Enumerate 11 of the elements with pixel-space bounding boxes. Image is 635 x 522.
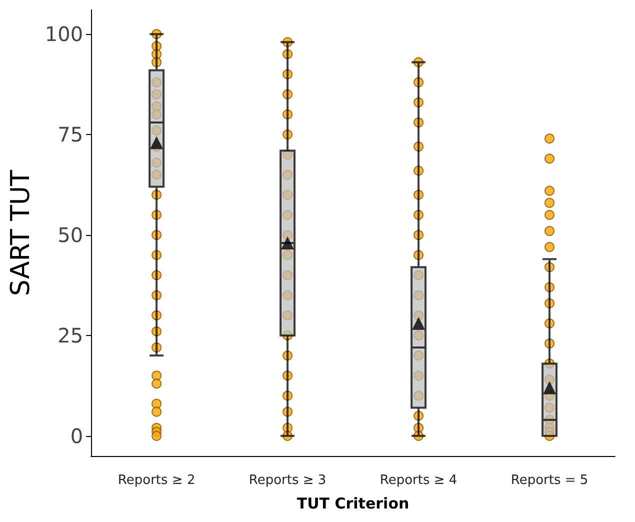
y-axis-title: SART TUT	[6, 170, 36, 296]
y-tick-label: 25	[58, 323, 84, 348]
y-tick-label: 0	[70, 424, 84, 448]
x-axis-title: TUT Criterion	[296, 494, 410, 512]
x-tick-label: Reports ≥ 2	[118, 473, 196, 488]
x-tick-label: Reports ≥ 3	[248, 473, 326, 488]
x-tick-label: Reports ≥ 4	[380, 473, 458, 488]
x-tick-label: Reports = 5	[510, 473, 588, 488]
y-tick-label: 50	[58, 223, 84, 248]
y-tick-label: 75	[58, 122, 84, 147]
y-tick-label: 100	[44, 22, 84, 46]
